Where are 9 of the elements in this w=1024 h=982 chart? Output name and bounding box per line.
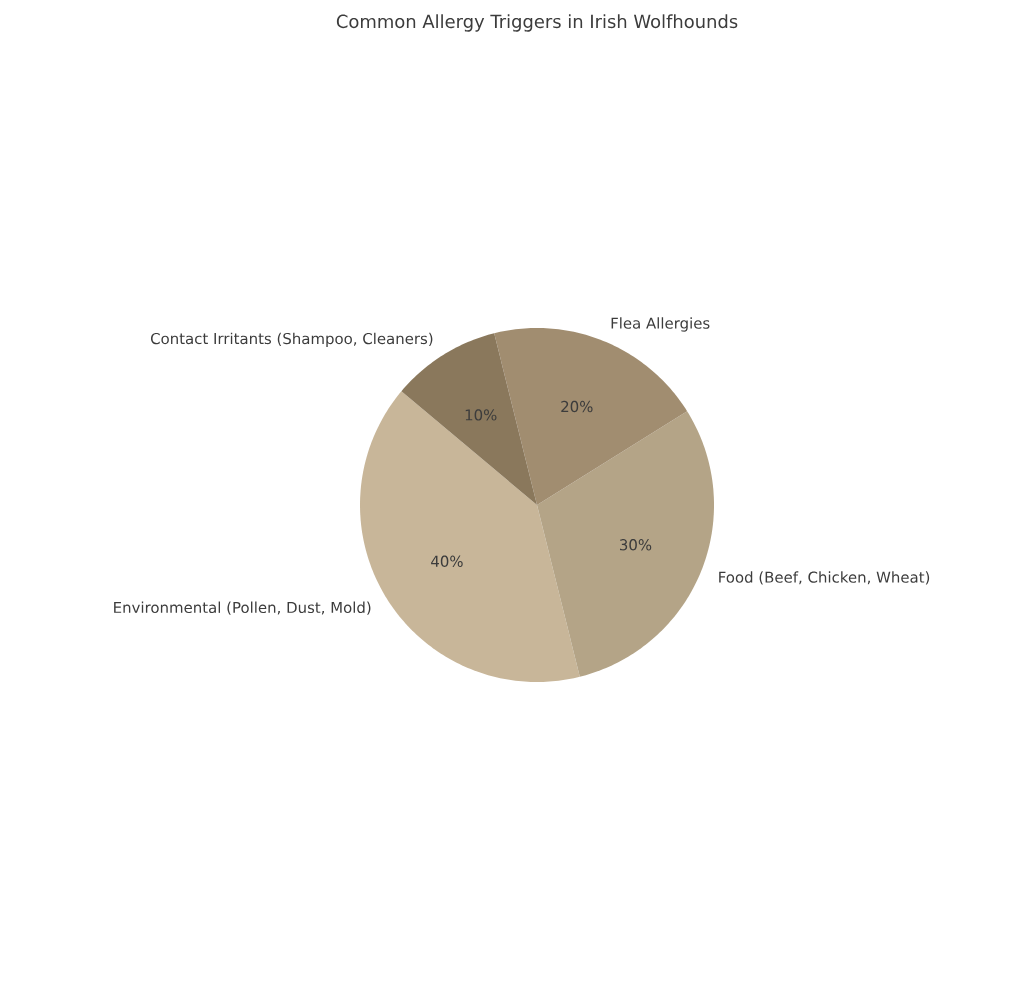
slice-label: Food (Beef, Chicken, Wheat) (719, 571, 930, 585)
slice-label: Flea Allergies (611, 317, 710, 332)
chart-title: Common Allergy Triggers in Irish Wolfhounds (336, 14, 738, 32)
data-label: 10% (465, 409, 497, 421)
data-label: 40% (431, 555, 463, 567)
data-label: 30% (620, 539, 652, 551)
data-label: 20% (561, 400, 593, 413)
slice-label: Contact Irritants (Shampoo, Cleaners) (150, 332, 433, 348)
slice-label: Environmental (Pollen, Dust, Mold) (114, 601, 371, 615)
